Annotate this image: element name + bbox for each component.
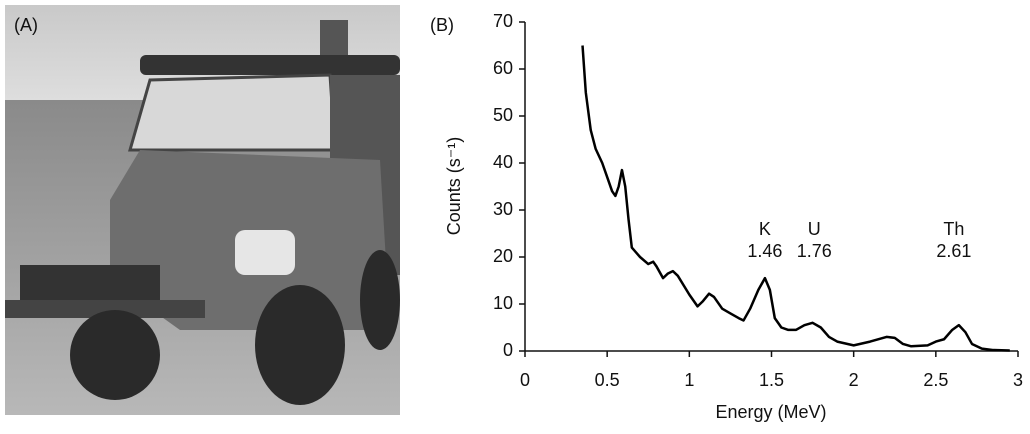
peak-name: Th bbox=[943, 219, 964, 239]
x-tick-label: 0.5 bbox=[595, 370, 620, 390]
y-tick-label: 50 bbox=[493, 105, 513, 125]
panel-label: (A) bbox=[14, 15, 38, 35]
peak-energy: 1.46 bbox=[747, 241, 782, 261]
x-tick-label: 0 bbox=[520, 370, 530, 390]
x-axis-label: Energy (MeV) bbox=[715, 402, 826, 422]
chart: (B) Energy (MeV) Counts (s⁻¹) 0102030405… bbox=[430, 11, 1023, 422]
y-tick-label: 70 bbox=[493, 11, 513, 31]
x-tick-label: 2 bbox=[849, 370, 859, 390]
x-tick-label: 3 bbox=[1013, 370, 1023, 390]
y-tick-label: 20 bbox=[493, 246, 513, 266]
y-tick-label: 10 bbox=[493, 293, 513, 313]
panel-label: (B) bbox=[430, 15, 454, 35]
y-axis-label: Counts (s⁻¹) bbox=[444, 137, 464, 236]
x-tick-label: 1.5 bbox=[759, 370, 784, 390]
y-tick-label: 0 bbox=[503, 340, 513, 360]
peak-energy: 2.61 bbox=[936, 241, 971, 261]
y-tick-label: 30 bbox=[493, 199, 513, 219]
peak-name: K bbox=[759, 219, 771, 239]
x-tick-label: 1 bbox=[684, 370, 694, 390]
y-tick-label: 40 bbox=[493, 152, 513, 172]
peak-energy: 1.76 bbox=[797, 241, 832, 261]
peak-name: U bbox=[808, 219, 821, 239]
photo: (A) bbox=[5, 5, 400, 415]
x-tick-label: 2.5 bbox=[923, 370, 948, 390]
spectrum-line bbox=[581, 45, 1010, 352]
y-tick-label: 60 bbox=[493, 58, 513, 78]
